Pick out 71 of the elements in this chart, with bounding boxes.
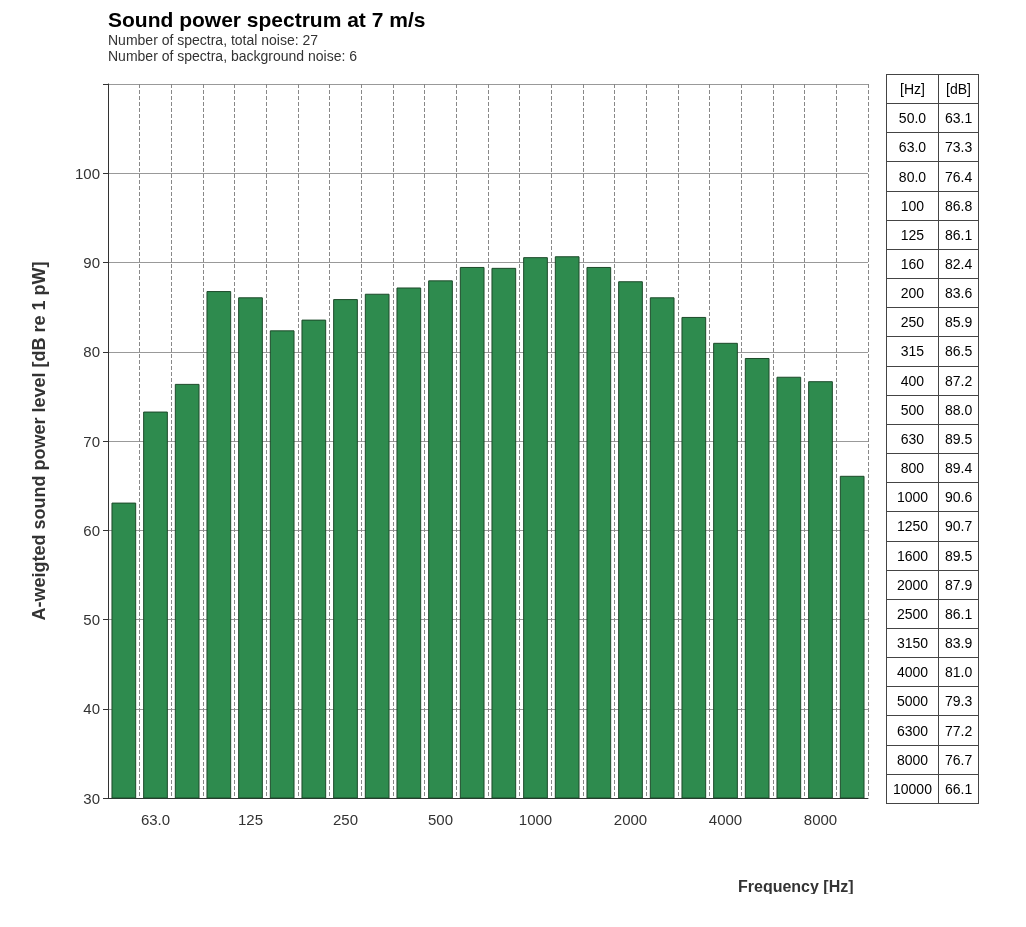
text: [Hz] bbox=[886, 74, 939, 104]
x-tick-label: 125 bbox=[237, 811, 264, 828]
y-tick-label: 40 bbox=[83, 700, 100, 718]
text: 4000 bbox=[886, 657, 939, 687]
y-tick-label: 100 bbox=[74, 164, 100, 182]
text: 89.4 bbox=[938, 453, 979, 483]
text: 250 bbox=[886, 307, 939, 337]
text: 86.8 bbox=[938, 191, 979, 221]
text: 81.0 bbox=[938, 657, 979, 687]
text: 86.1 bbox=[938, 220, 979, 250]
text: 315 bbox=[886, 336, 939, 367]
text: [dB] bbox=[938, 74, 979, 104]
text: 77.2 bbox=[938, 715, 979, 746]
x-tick-label: 2000 bbox=[613, 811, 648, 828]
text: 50.0 bbox=[886, 103, 939, 133]
x-tick-label: 8000 bbox=[803, 811, 838, 828]
y-tick-label: 80 bbox=[83, 343, 100, 361]
text: 85.9 bbox=[938, 307, 979, 337]
text: 80.0 bbox=[886, 161, 939, 192]
text: 79.3 bbox=[938, 686, 979, 716]
text: 200 bbox=[886, 278, 939, 308]
text: 63.1 bbox=[938, 103, 979, 133]
text: 2500 bbox=[886, 599, 939, 629]
text: 76.7 bbox=[938, 745, 979, 775]
text: 8000 bbox=[886, 745, 939, 775]
x-tick-label: 250 bbox=[332, 811, 359, 828]
x-axis-title: Frequency [Hz] bbox=[738, 877, 854, 895]
text: 73.3 bbox=[938, 132, 979, 162]
y-tick-label: 50 bbox=[83, 611, 100, 628]
text: 76.4 bbox=[938, 161, 979, 192]
text: 87.9 bbox=[938, 570, 979, 600]
text: 83.6 bbox=[938, 278, 979, 308]
text: 800 bbox=[886, 453, 939, 483]
text: 82.4 bbox=[938, 249, 979, 279]
text: 86.1 bbox=[938, 599, 979, 629]
text: 6300 bbox=[886, 715, 939, 746]
text: 88.0 bbox=[938, 395, 979, 425]
text: 2000 bbox=[886, 570, 939, 600]
text: 86.5 bbox=[938, 336, 979, 367]
chart-title: Sound power spectrum at 7 m/s bbox=[108, 8, 427, 32]
text: 89.5 bbox=[938, 424, 979, 454]
text: 5000 bbox=[886, 686, 939, 716]
text: 87.2 bbox=[938, 366, 979, 396]
text: 89.5 bbox=[938, 541, 979, 571]
y-tick-label: 60 bbox=[83, 521, 100, 539]
text: 1600 bbox=[886, 541, 939, 571]
y-tick-label: 30 bbox=[83, 789, 100, 807]
y-tick-label: 70 bbox=[83, 432, 100, 450]
text: 630 bbox=[886, 424, 939, 454]
text: Number of spectra, background noise: 6 bbox=[108, 48, 359, 64]
text: 3150 bbox=[886, 628, 939, 658]
text: 1250 bbox=[886, 511, 939, 541]
text: 500 bbox=[886, 395, 939, 425]
x-tick-label: 1000 bbox=[518, 811, 553, 828]
text: 83.9 bbox=[938, 628, 979, 658]
x-tick-label: 4000 bbox=[708, 811, 743, 828]
text: Number of spectra, total noise: 27 bbox=[108, 32, 320, 48]
y-tick-label: 90 bbox=[83, 254, 100, 271]
text: 63.0 bbox=[886, 132, 939, 162]
text: 66.1 bbox=[938, 774, 979, 804]
text: 90.7 bbox=[938, 511, 979, 541]
text: 90.6 bbox=[938, 482, 979, 512]
text: 10000 bbox=[886, 774, 939, 804]
y-axis-title: A-weigted sound power level [dB re 1 pW] bbox=[29, 261, 49, 621]
x-tick-label: 500 bbox=[427, 811, 454, 828]
text: 160 bbox=[886, 249, 939, 279]
text: 100 bbox=[886, 191, 939, 221]
text: 1000 bbox=[886, 482, 939, 512]
text: 400 bbox=[886, 366, 939, 396]
text: 125 bbox=[886, 220, 939, 250]
x-tick-label: 63.0 bbox=[140, 811, 171, 828]
